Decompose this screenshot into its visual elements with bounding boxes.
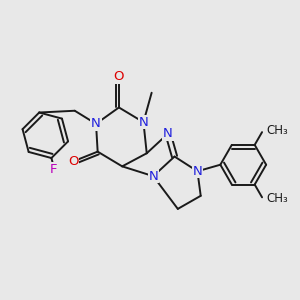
Text: F: F — [50, 163, 57, 176]
Text: CH₃: CH₃ — [266, 124, 288, 137]
Text: CH₃: CH₃ — [266, 192, 288, 205]
Text: N: N — [139, 116, 148, 129]
Text: N: N — [91, 117, 101, 130]
Text: N: N — [163, 127, 173, 140]
Text: O: O — [114, 70, 124, 83]
Text: O: O — [68, 155, 78, 168]
Text: N: N — [148, 170, 158, 183]
Text: N: N — [193, 165, 202, 178]
